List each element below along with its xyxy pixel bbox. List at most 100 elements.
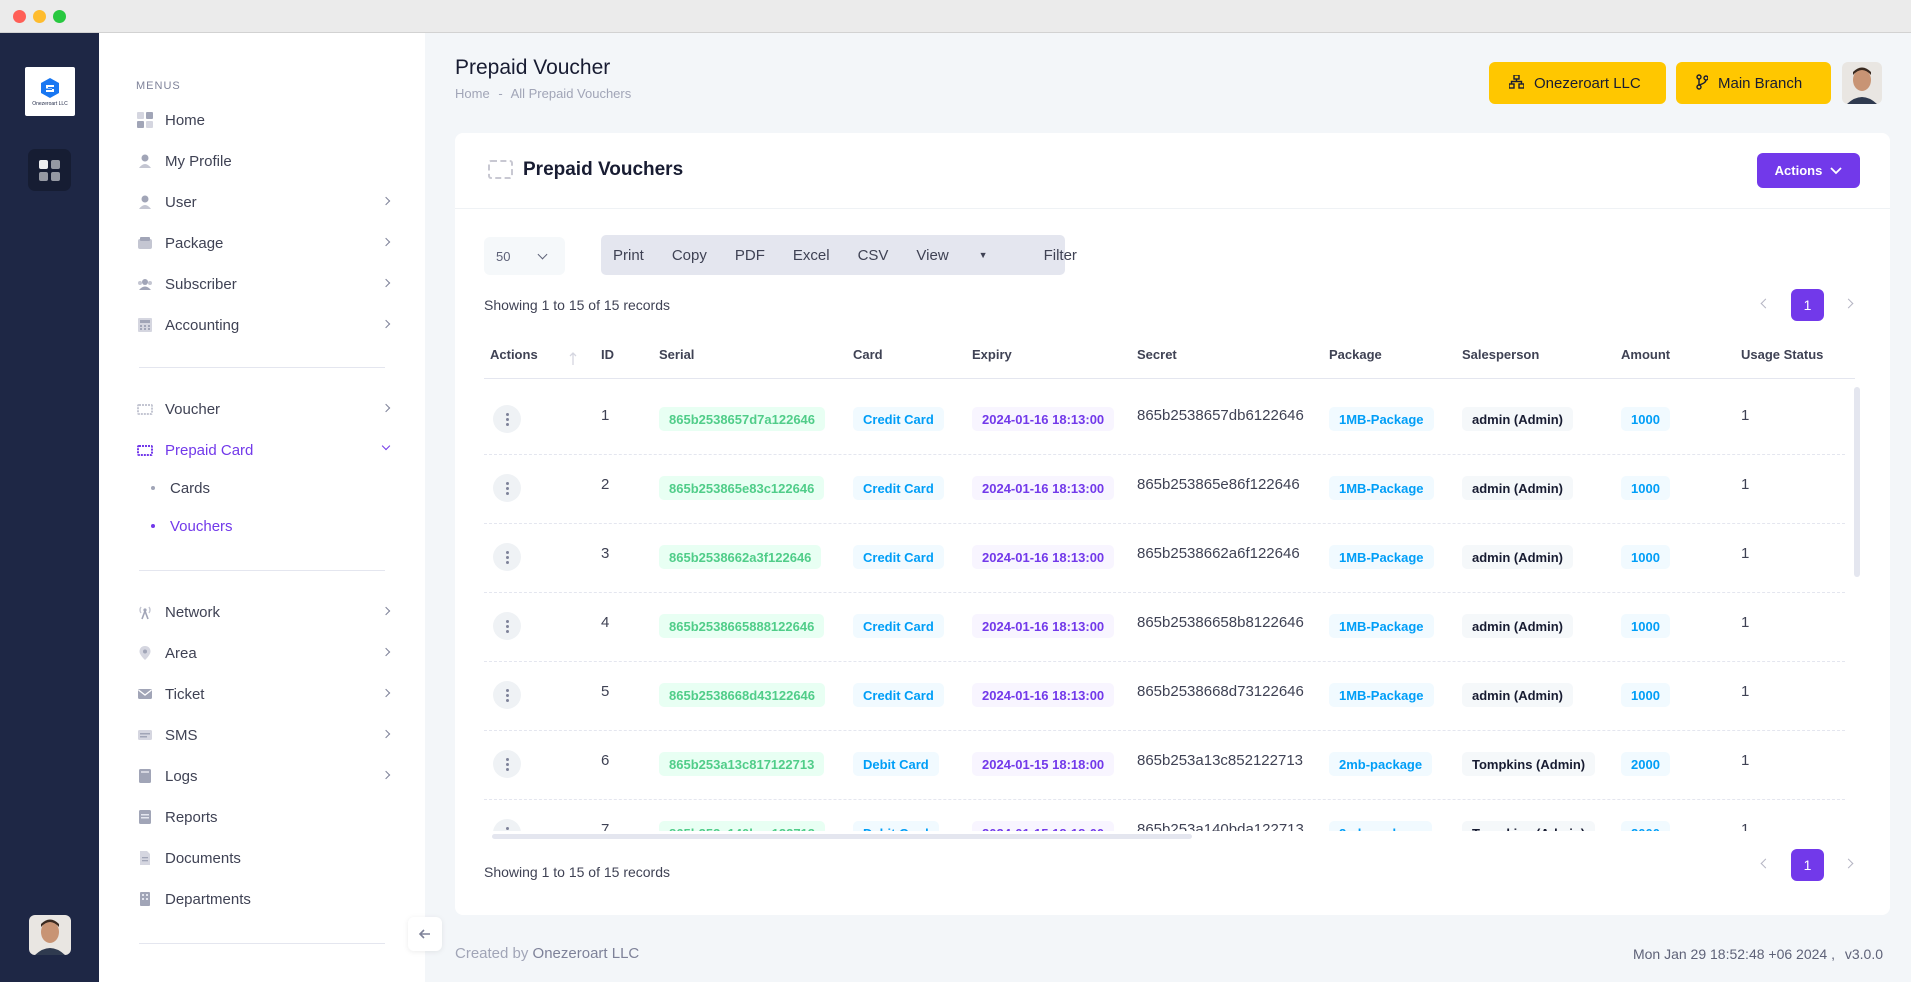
antenna-icon bbox=[137, 604, 153, 620]
book-icon bbox=[137, 768, 153, 784]
footer-datetime: Mon Jan 29 18:52:48 +06 2024 , bbox=[1632, 946, 1835, 962]
sidebar-item-label: Accounting bbox=[165, 316, 240, 334]
row-actions-kebab-icon[interactable] bbox=[493, 543, 521, 571]
logo-icon bbox=[41, 77, 59, 98]
column-header-expiry[interactable]: Expiry bbox=[972, 347, 1012, 362]
dashboard-grid-button[interactable] bbox=[28, 149, 71, 191]
cell-expiry: 2024-01-16 18:13:00 bbox=[972, 614, 1115, 638]
sidebar-collapse-button[interactable] bbox=[408, 917, 442, 951]
ticket-icon bbox=[137, 401, 153, 417]
sidebar-item-network[interactable]: Network bbox=[137, 598, 391, 626]
table-row: 1 865b2538657d7a122646 Credit Card 2024-… bbox=[484, 386, 1845, 455]
row-actions-kebab-icon[interactable] bbox=[493, 750, 521, 778]
minimize-window-button[interactable] bbox=[33, 10, 46, 23]
print-button[interactable]: Print bbox=[613, 246, 644, 264]
chevron-down-icon bbox=[1830, 166, 1842, 174]
sidebar-item-user[interactable]: User bbox=[137, 188, 391, 216]
sidebar-item-sms[interactable]: SMS bbox=[137, 721, 391, 749]
page-length-select[interactable]: 50 bbox=[484, 237, 565, 275]
cell-serial: 865b2538657d7a122646 bbox=[659, 407, 826, 431]
sidebar-divider bbox=[139, 367, 385, 368]
table-header-divider bbox=[484, 378, 1855, 379]
breadcrumb: Home - All Prepaid Vouchers bbox=[455, 86, 631, 101]
sidebar-item-departments[interactable]: Departments bbox=[137, 885, 389, 913]
filter-button[interactable]: Filter bbox=[1043, 246, 1077, 264]
copy-button[interactable]: Copy bbox=[671, 246, 707, 264]
sidebar-item-voucher[interactable]: Voucher bbox=[137, 395, 391, 423]
sidebar-item-area[interactable]: Area bbox=[137, 639, 391, 667]
cell-serial: 865b2538662a3f122646 bbox=[659, 545, 822, 569]
horizontal-scrollbar[interactable] bbox=[492, 834, 1192, 839]
sidebar-item-my-profile[interactable]: My Profile bbox=[137, 147, 389, 175]
sidebar-item-label: User bbox=[165, 193, 197, 211]
pdf-button[interactable]: PDF bbox=[734, 246, 765, 264]
cell-salesperson: admin (Admin) bbox=[1462, 407, 1573, 431]
location-icon bbox=[137, 645, 153, 661]
maximize-window-button[interactable] bbox=[53, 10, 66, 23]
page-1-button[interactable]: 1 bbox=[1791, 849, 1824, 881]
cell-package: 1MB-Package bbox=[1329, 614, 1434, 638]
prev-page-icon[interactable] bbox=[1760, 298, 1771, 309]
sidebar-item-label: Package bbox=[165, 234, 224, 252]
cell-card: Debit Card bbox=[853, 752, 939, 776]
next-page-icon[interactable] bbox=[1843, 858, 1854, 869]
column-header-serial[interactable]: Serial bbox=[659, 347, 695, 362]
company-logo[interactable]: Onezeroart LLC bbox=[25, 67, 75, 116]
breadcrumb-separator: - bbox=[498, 86, 503, 101]
sms-icon bbox=[137, 727, 153, 743]
card-title: Prepaid Vouchers bbox=[523, 159, 684, 180]
sidebar-item-label: Network bbox=[165, 603, 221, 621]
footer-company-link[interactable]: Onezeroart LLC bbox=[532, 945, 640, 962]
chevron-right-icon bbox=[381, 278, 391, 288]
breadcrumb-home[interactable]: Home bbox=[455, 86, 490, 101]
row-actions-kebab-icon[interactable] bbox=[493, 819, 521, 831]
sidebar-item-documents[interactable]: Documents bbox=[137, 844, 389, 872]
column-header-secret[interactable]: Secret bbox=[1137, 347, 1177, 362]
home-icon bbox=[137, 112, 153, 128]
sidebar-item-prepaid-card[interactable]: Prepaid Card bbox=[137, 436, 391, 464]
cell-card: Credit Card bbox=[853, 407, 944, 431]
row-actions-kebab-icon[interactable] bbox=[493, 405, 521, 433]
document-icon bbox=[137, 850, 153, 866]
row-actions-kebab-icon[interactable] bbox=[493, 681, 521, 709]
footer-version: v3.0.0 bbox=[1844, 946, 1883, 962]
sidebar-item-subscriber[interactable]: Subscriber bbox=[137, 270, 391, 298]
sidebar-item-accounting[interactable]: Accounting bbox=[137, 311, 391, 339]
sidebar-item-home[interactable]: Home bbox=[137, 106, 389, 134]
column-header-usage-status[interactable]: Usage Status bbox=[1741, 347, 1824, 362]
excel-button[interactable]: Excel bbox=[792, 246, 830, 264]
next-page-icon[interactable] bbox=[1843, 298, 1854, 309]
sidebar-subitem-cards[interactable]: Cards bbox=[151, 476, 210, 500]
cell-usage-status: 1 bbox=[1741, 545, 1750, 562]
column-header-card[interactable]: Card bbox=[853, 347, 883, 362]
branch-button[interactable]: Main Branch bbox=[1676, 62, 1831, 104]
csv-button[interactable]: CSV bbox=[857, 246, 889, 264]
avatar[interactable] bbox=[29, 915, 71, 955]
cell-id: 6 bbox=[601, 752, 610, 769]
column-header-id[interactable]: ID bbox=[601, 347, 614, 362]
chevron-right-icon bbox=[381, 403, 391, 413]
sidebar-subitem-label: Vouchers bbox=[170, 517, 233, 535]
cell-card: Credit Card bbox=[853, 614, 944, 638]
footer-created-by: Created by bbox=[455, 945, 529, 962]
actions-dropdown-button[interactable]: Actions bbox=[1757, 153, 1860, 188]
sidebar-item-logs[interactable]: Logs bbox=[137, 762, 391, 790]
row-actions-kebab-icon[interactable] bbox=[493, 612, 521, 640]
column-header-salesperson[interactable]: Salesperson bbox=[1462, 347, 1540, 362]
company-button[interactable]: Onezeroart LLC bbox=[1489, 62, 1666, 104]
view-button[interactable]: View ▼ bbox=[916, 247, 1015, 264]
sidebar-item-package[interactable]: Package bbox=[137, 229, 391, 257]
prev-page-icon[interactable] bbox=[1760, 858, 1771, 869]
close-window-button[interactable] bbox=[13, 10, 26, 23]
page-1-button[interactable]: 1 bbox=[1791, 289, 1824, 321]
sidebar-item-ticket[interactable]: Ticket bbox=[137, 680, 391, 708]
vertical-scrollbar[interactable] bbox=[1854, 387, 1860, 577]
sidebar-item-reports[interactable]: Reports bbox=[137, 803, 389, 831]
row-actions-kebab-icon[interactable] bbox=[493, 474, 521, 502]
column-header-actions[interactable]: Actions bbox=[490, 347, 538, 362]
column-header-package[interactable]: Package bbox=[1329, 347, 1382, 362]
sort-icon[interactable] bbox=[569, 352, 577, 366]
column-header-amount[interactable]: Amount bbox=[1621, 347, 1671, 362]
sidebar-subitem-vouchers[interactable]: Vouchers bbox=[151, 514, 233, 538]
avatar[interactable] bbox=[1842, 62, 1882, 104]
